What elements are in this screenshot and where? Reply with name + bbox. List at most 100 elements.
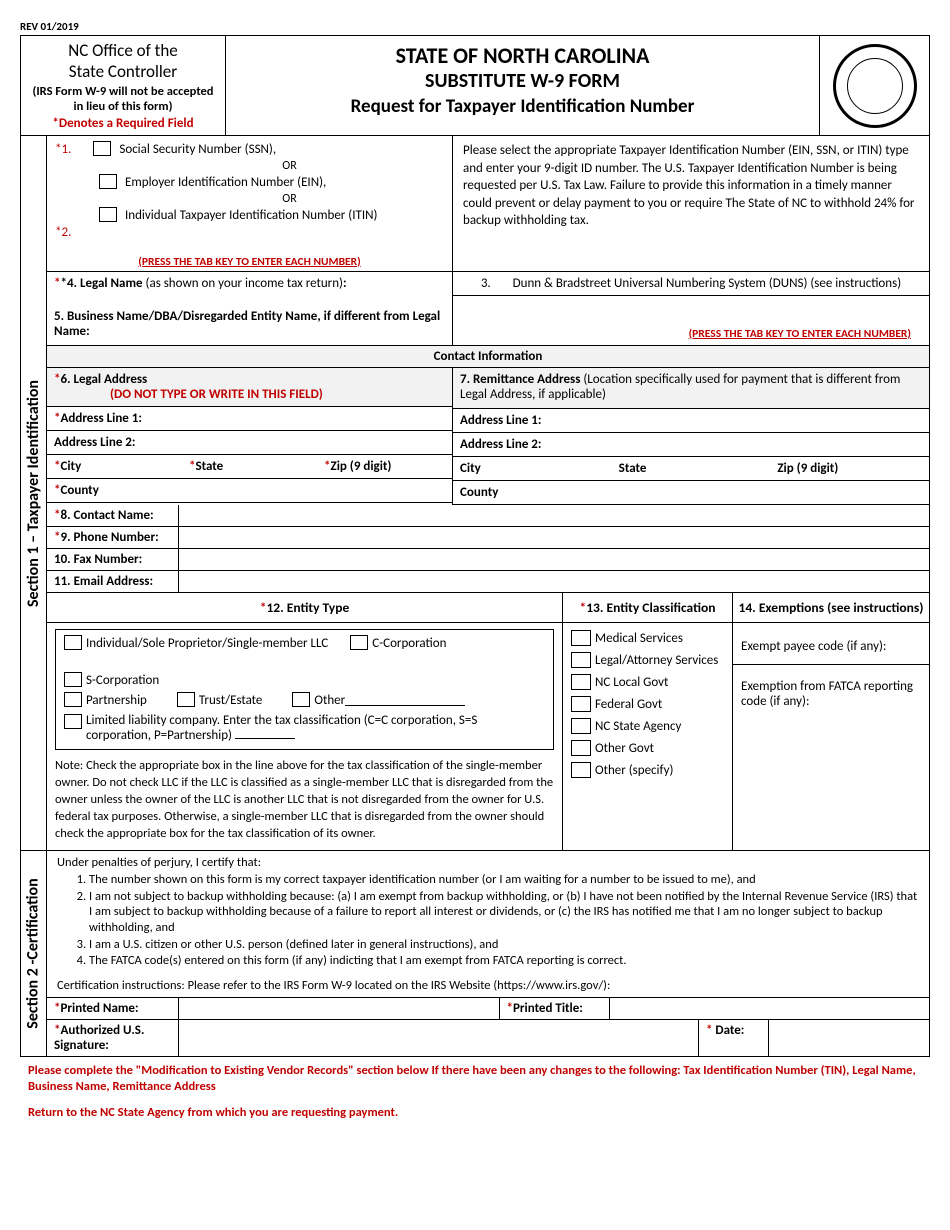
trust-checkbox[interactable] bbox=[177, 692, 195, 707]
tin-row: *1. Social Security Number (SSN), OR Emp… bbox=[47, 136, 929, 272]
cert-instructions: Certification instructions: Please refer… bbox=[47, 976, 929, 997]
certification-text: Under penalties of perjury, I certify th… bbox=[47, 851, 929, 975]
footer-modification-note: Please complete the "Modification to Exi… bbox=[28, 1063, 922, 1096]
entity-note: Note: Check the appropriate box in the l… bbox=[55, 758, 554, 842]
contact-info-header: Contact Information bbox=[47, 345, 929, 368]
name-duns-row: **4. Legal Name (as shown on your income… bbox=[47, 272, 929, 345]
section-1-body: *1. Social Security Number (SSN), OR Emp… bbox=[47, 136, 929, 850]
remit-addr-line2[interactable]: Address Line 2: bbox=[453, 433, 929, 457]
other-blank[interactable] bbox=[345, 696, 465, 706]
entity-type-box: Individual/Sole Proprietor/Single-member… bbox=[55, 629, 554, 750]
remit-csz[interactable]: City State Zip (9 digit) bbox=[453, 457, 929, 481]
legal-name-cell[interactable]: **4. Legal Name (as shown on your income… bbox=[47, 272, 452, 295]
business-name-cell[interactable]: 5. Business Name/DBA/Disregarded Entity … bbox=[47, 295, 452, 343]
duns-label: Dunn & Bradstreet Universal Numbering Sy… bbox=[513, 276, 902, 291]
ssn-checkbox[interactable] bbox=[93, 141, 111, 156]
cert-item-2: I am not subject to backup withholding b… bbox=[89, 889, 919, 936]
entity-header-row: *12. Entity Type *13. Entity Classificat… bbox=[47, 592, 929, 623]
otherspec-checkbox[interactable] bbox=[571, 762, 591, 778]
legal-address-title: *6. Legal Address (DO NOT TYPE OR WRITE … bbox=[47, 368, 452, 407]
llc-class-blank[interactable] bbox=[235, 729, 295, 739]
scorp-checkbox[interactable] bbox=[64, 672, 82, 687]
or-2: OR bbox=[135, 192, 444, 206]
office-line2: State Controller bbox=[27, 61, 219, 82]
exemptions-block: Exempt payee code (if any): Exemption fr… bbox=[733, 623, 929, 850]
ein-checkbox[interactable] bbox=[99, 174, 117, 189]
title-form: SUBSTITUTE W-9 FORM bbox=[232, 69, 813, 93]
cert-intro: Under penalties of perjury, I certify th… bbox=[57, 855, 919, 871]
header-center: STATE OF NORTH CAROLINA SUBSTITUTE W-9 F… bbox=[226, 36, 819, 135]
address-split: *6. Legal Address (DO NOT TYPE OR WRITE … bbox=[47, 368, 929, 505]
exempt-payee-label[interactable]: Exempt payee code (if any): bbox=[741, 639, 921, 654]
section-1-tab: Section 1 – Taxpayer Identification bbox=[21, 136, 47, 850]
ncstate-checkbox[interactable] bbox=[571, 718, 591, 734]
field-2-num: *2. bbox=[55, 225, 71, 240]
remit-county[interactable]: County bbox=[453, 481, 929, 505]
federal-checkbox[interactable] bbox=[571, 696, 591, 712]
instructions-text: Please select the appropriate Taxpayer I… bbox=[453, 136, 929, 236]
header: NC Office of the State Controller (IRS F… bbox=[20, 35, 930, 136]
nclocal-checkbox[interactable] bbox=[571, 674, 591, 690]
legal-name-label: *4. Legal Name bbox=[60, 276, 142, 291]
section-2-body: Under penalties of perjury, I certify th… bbox=[47, 851, 929, 1055]
required-note: *Denotes a Required Field bbox=[27, 116, 219, 131]
cert-item-4: The FATCA code(s) entered on this form (… bbox=[89, 953, 919, 969]
fax-row[interactable]: 10. Fax Number: bbox=[47, 549, 929, 571]
title-request: Request for Taxpayer Identification Numb… bbox=[232, 95, 813, 118]
revision: REV 01/2019 bbox=[20, 20, 930, 33]
section-1: Section 1 – Taxpayer Identification *1. … bbox=[20, 136, 930, 851]
legal-addr-line2[interactable]: Address Line 2: bbox=[47, 431, 452, 455]
business-name-label: 5. Business Name/DBA/Disregarded Entity … bbox=[54, 309, 440, 339]
entity-type-block: Individual/Sole Proprietor/Single-member… bbox=[47, 623, 563, 850]
section-2: Section 2 -Certification Under penalties… bbox=[20, 851, 930, 1056]
duns-num: 3. bbox=[481, 276, 491, 291]
individual-checkbox[interactable] bbox=[64, 635, 82, 650]
irs-link[interactable]: (https://www.irs.gov/) bbox=[493, 978, 607, 993]
section-1-label: Section 1 – Taxpayer Identification bbox=[24, 380, 43, 607]
date-input[interactable] bbox=[769, 1020, 929, 1056]
email-row[interactable]: 11. Email Address: bbox=[47, 571, 929, 592]
ssn-label: Social Security Number (SSN), bbox=[119, 142, 276, 157]
cert-item-3: I am a U.S. citizen or other U.S. person… bbox=[89, 937, 919, 953]
footer-return-note: Return to the NC State Agency from which… bbox=[28, 1105, 922, 1120]
duns-cell[interactable]: 3. Dunn & Bradstreet Universal Numbering… bbox=[453, 272, 929, 296]
page: REV 01/2019 NC Office of the State Contr… bbox=[20, 20, 930, 1120]
itin-label: Individual Taxpayer Identification Numbe… bbox=[125, 208, 377, 223]
tin-select: *1. Social Security Number (SSN), OR Emp… bbox=[47, 136, 453, 271]
legal-county[interactable]: *County bbox=[47, 479, 452, 503]
header-seal-cell bbox=[819, 36, 929, 135]
or-1: OR bbox=[135, 159, 444, 173]
medical-checkbox[interactable] bbox=[571, 630, 591, 646]
signature-input[interactable] bbox=[179, 1020, 699, 1056]
phone-row[interactable]: *9. Phone Number: bbox=[47, 527, 929, 549]
llc-checkbox[interactable] bbox=[64, 714, 82, 729]
irs-note: (IRS Form W-9 will not be accepted in li… bbox=[27, 84, 219, 114]
press-tab-2: (PRESS THE TAB KEY TO ENTER EACH NUMBER) bbox=[689, 327, 911, 341]
legal-address-block: *6. Legal Address (DO NOT TYPE OR WRITE … bbox=[47, 368, 453, 505]
remit-address-title: 7. Remittance Address (Location specific… bbox=[453, 368, 929, 409]
do-not-write: (DO NOT TYPE OR WRITE IN THIS FIELD) bbox=[110, 387, 323, 402]
header-left: NC Office of the State Controller (IRS F… bbox=[21, 36, 226, 135]
legal-csz[interactable]: *City *State *Zip (9 digit) bbox=[47, 455, 452, 479]
cert-item-1: The number shown on this form is my corr… bbox=[89, 872, 919, 888]
legal-checkbox[interactable] bbox=[571, 652, 591, 668]
section-2-tab: Section 2 -Certification bbox=[21, 851, 47, 1055]
ein-label: Employer Identification Number (EIN), bbox=[125, 175, 326, 190]
other-checkbox[interactable] bbox=[292, 692, 310, 707]
contact-name-row[interactable]: *8. Contact Name: bbox=[47, 505, 929, 527]
signature-row: *Authorized U.S. Signature: * Date: bbox=[47, 1019, 929, 1056]
printed-name-input[interactable] bbox=[179, 998, 500, 1019]
legal-name-paren: (as shown on your income tax return) bbox=[143, 276, 343, 291]
section-2-label: Section 2 -Certification bbox=[24, 878, 43, 1028]
othergov-checkbox[interactable] bbox=[571, 740, 591, 756]
remit-addr-line1[interactable]: Address Line 1: bbox=[453, 409, 929, 433]
partnership-checkbox[interactable] bbox=[64, 692, 82, 707]
exemptions-header: 14. Exemptions (see instructions) bbox=[733, 593, 929, 622]
exempt-fatca-label[interactable]: Exemption from FATCA reporting code (if … bbox=[733, 664, 929, 709]
itin-checkbox[interactable] bbox=[99, 207, 117, 222]
printed-title-input[interactable] bbox=[610, 998, 930, 1019]
entity-body: Individual/Sole Proprietor/Single-member… bbox=[47, 623, 929, 850]
office-line1: NC Office of the bbox=[27, 40, 219, 61]
legal-addr-line1[interactable]: *Address Line 1: bbox=[47, 407, 452, 431]
ccorp-checkbox[interactable] bbox=[350, 635, 368, 650]
